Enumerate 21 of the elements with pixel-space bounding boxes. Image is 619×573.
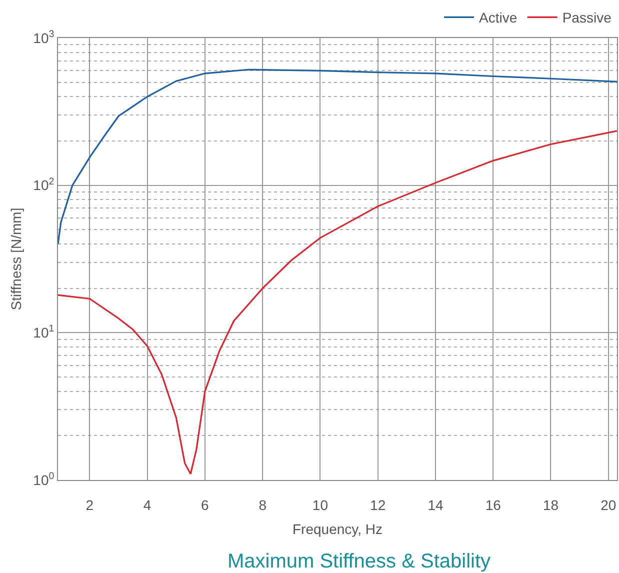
text: Maximum Stiffness & Stability (227, 550, 491, 572)
x-tick-label: 8 (258, 496, 267, 513)
y-tick-label: 10$^{0}$ (33, 471, 55, 488)
x-tick-label: 12 (370, 496, 386, 513)
y-tick-label: 10$^{2}$ (33, 176, 54, 194)
y-tick-label: 10$^{3}$ (33, 29, 55, 46)
x-tick-label: 6 (201, 496, 210, 513)
x-tick-label: 18 (542, 496, 559, 513)
x-tick-label: 2 (86, 496, 94, 513)
y-tick-label: 10$^{1}$ (33, 324, 54, 341)
x-tick-label: 16 (485, 496, 502, 513)
x-axis-title: Frequency, Hz (292, 521, 382, 538)
x-tick-label: 4 (143, 496, 152, 513)
line-series (58, 130, 617, 475)
legend-label: Passive (562, 10, 612, 26)
x-tick-label: 14 (428, 496, 444, 513)
x-tick-label: 20 (600, 496, 616, 513)
x-tick-label: 10 (312, 496, 328, 513)
line-series (58, 68, 617, 245)
y-axis-title: Stiffness [N/mm] (8, 208, 24, 310)
legend-label: Active (479, 10, 518, 26)
